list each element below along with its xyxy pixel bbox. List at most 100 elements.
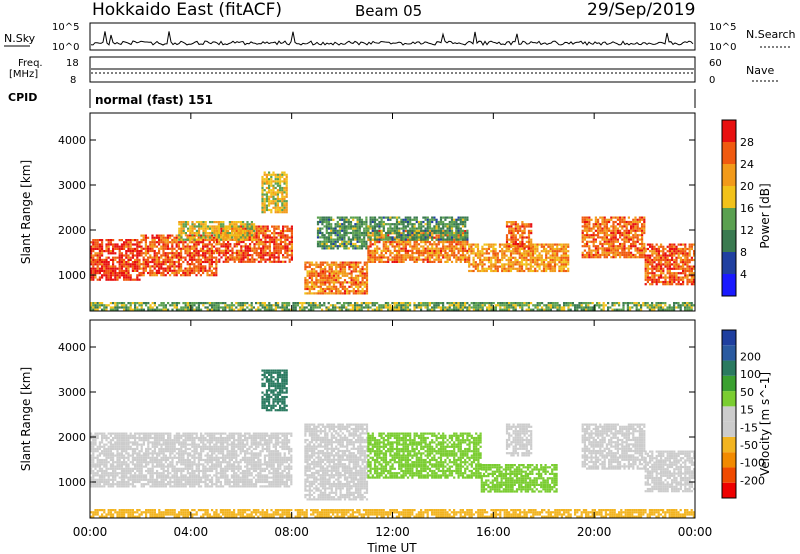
heatmap-cell bbox=[127, 241, 130, 244]
heatmap-cell bbox=[98, 272, 101, 275]
heatmap-cell bbox=[594, 249, 597, 252]
heatmap-cell bbox=[346, 287, 349, 291]
heatmap-cell bbox=[263, 180, 266, 183]
heatmap-cell bbox=[237, 232, 240, 235]
heatmap-cell bbox=[237, 308, 240, 311]
heatmap-cell bbox=[378, 225, 381, 228]
heatmap-cell bbox=[634, 234, 637, 237]
heatmap-cell bbox=[496, 267, 499, 270]
heatmap-cell bbox=[612, 249, 615, 252]
heatmap-cell bbox=[679, 267, 682, 270]
heatmap-cell bbox=[588, 256, 591, 259]
heatmap-cell bbox=[508, 232, 511, 235]
heatmap-cell bbox=[182, 260, 185, 264]
heatmap-cell bbox=[255, 308, 258, 311]
heatmap-cell bbox=[186, 247, 189, 250]
heatmap-cell bbox=[200, 238, 203, 241]
heatmap-cell bbox=[542, 269, 546, 273]
heatmap-cell bbox=[653, 247, 656, 251]
heatmap-cell bbox=[603, 234, 606, 237]
heatmap-cell bbox=[588, 223, 591, 226]
heatmap-cell bbox=[255, 302, 258, 305]
heatmap-cell bbox=[378, 223, 381, 226]
heatmap-cell bbox=[341, 281, 344, 284]
heatmap-cell bbox=[545, 243, 548, 246]
heatmap-cell bbox=[655, 278, 658, 281]
heatmap-cell bbox=[553, 256, 557, 259]
heatmap-cell bbox=[395, 252, 399, 255]
heatmap-cell bbox=[235, 243, 238, 246]
heatmap-cell bbox=[313, 283, 316, 286]
heatmap-cell bbox=[413, 231, 416, 235]
heatmap-cell bbox=[343, 229, 346, 232]
heatmap-cell bbox=[363, 283, 366, 286]
heatmap-cell bbox=[260, 227, 263, 230]
heatmap-cell bbox=[636, 236, 639, 239]
heatmap-cell bbox=[114, 267, 117, 270]
heatmap-cell bbox=[395, 249, 399, 252]
heatmap-cell bbox=[644, 247, 647, 251]
heatmap-cell bbox=[275, 251, 278, 255]
heatmap-cell bbox=[428, 236, 432, 239]
heatmap-cell bbox=[662, 269, 665, 273]
heatmap-cell bbox=[468, 258, 471, 262]
heatmap-cell bbox=[450, 254, 454, 257]
heatmap-cell bbox=[210, 269, 213, 272]
heatmap-cell bbox=[387, 249, 390, 252]
heatmap-cell bbox=[90, 267, 93, 270]
heatmap-cell bbox=[224, 236, 227, 239]
heatmap-cell bbox=[315, 265, 318, 269]
heatmap-cell bbox=[625, 251, 628, 254]
heatmap-cell bbox=[664, 274, 667, 277]
heatmap-cell bbox=[107, 239, 110, 242]
heatmap-cell bbox=[409, 245, 412, 248]
heatmap-cell bbox=[413, 238, 416, 241]
heatmap-cell bbox=[411, 225, 414, 228]
heatmap-cell bbox=[127, 267, 130, 270]
heatmap-cell bbox=[330, 268, 333, 271]
heatmap-cell bbox=[140, 271, 143, 275]
heatmap-cell bbox=[105, 245, 108, 248]
heatmap-cell bbox=[228, 308, 231, 311]
heatmap-cell bbox=[173, 304, 176, 307]
heatmap-cell bbox=[634, 249, 637, 252]
heatmap-cell bbox=[94, 243, 97, 246]
heatmap-cell bbox=[275, 256, 278, 259]
heatmap-cell bbox=[147, 308, 150, 311]
heatmap-cell bbox=[114, 308, 117, 311]
heatmap-cell bbox=[182, 306, 185, 309]
heatmap-cell bbox=[158, 249, 161, 253]
heatmap-cell bbox=[641, 216, 644, 219]
heatmap-cell bbox=[263, 204, 266, 207]
heatmap-cell bbox=[627, 245, 630, 248]
heatmap-cell bbox=[118, 256, 121, 259]
heatmap-cell bbox=[457, 247, 460, 250]
heatmap-cell bbox=[140, 274, 143, 277]
heatmap-cell bbox=[282, 234, 285, 237]
heatmap-cell bbox=[187, 236, 190, 239]
heatmap-cell bbox=[365, 283, 369, 286]
heatmap-cell bbox=[682, 250, 685, 253]
heatmap-cell bbox=[313, 263, 316, 266]
heatmap-cell bbox=[367, 247, 370, 250]
heatmap-cell bbox=[155, 245, 158, 248]
heatmap-cell bbox=[424, 227, 427, 230]
heatmap-cell bbox=[123, 272, 126, 275]
heatmap-cell bbox=[332, 231, 335, 235]
heatmap-cell bbox=[558, 267, 561, 270]
heatmap-cell bbox=[180, 249, 183, 253]
heatmap-cell bbox=[625, 225, 628, 228]
heatmap-cell bbox=[158, 247, 161, 250]
heatmap-cell bbox=[213, 225, 216, 228]
heatmap-cell bbox=[271, 251, 274, 255]
heatmap-cell bbox=[120, 245, 123, 248]
heatmap-cell bbox=[455, 225, 458, 228]
heatmap-cell bbox=[365, 272, 369, 275]
heatmap-cell bbox=[360, 242, 364, 246]
heatmap-cell bbox=[164, 306, 167, 309]
heatmap-cell bbox=[603, 240, 606, 243]
heatmap-cell bbox=[277, 243, 280, 246]
heatmap-cell bbox=[448, 249, 451, 252]
heatmap-cell bbox=[283, 211, 286, 214]
heatmap-cell bbox=[641, 229, 644, 232]
